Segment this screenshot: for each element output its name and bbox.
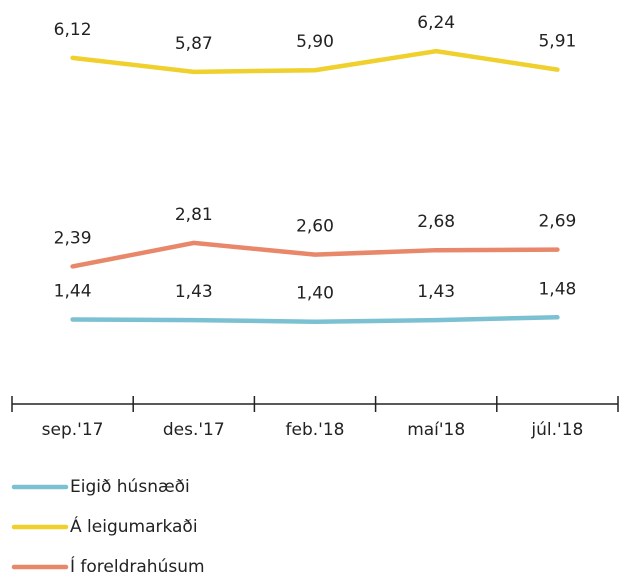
x-tick-label: sep.'17 <box>42 420 104 440</box>
data-label: 5,91 <box>538 32 576 52</box>
data-label: 2,39 <box>54 228 92 248</box>
data-label: 2,68 <box>417 212 455 232</box>
x-tick-label: des.'17 <box>163 420 225 440</box>
data-label: 2,60 <box>296 217 334 237</box>
line <box>70 48 560 75</box>
data-label: 2,81 <box>175 205 213 225</box>
x-tick-label: maí'18 <box>407 420 465 440</box>
legend-label: Eigið húsnæði <box>70 477 190 497</box>
x-tick-label: júl.'18 <box>530 420 583 440</box>
data-label: 1,48 <box>538 279 576 299</box>
data-label: 5,90 <box>296 32 334 52</box>
data-label: 2,69 <box>538 212 576 232</box>
legend-label: Í foreldrahúsum <box>70 555 205 577</box>
data-label: 1,43 <box>417 282 455 302</box>
line <box>70 315 560 324</box>
x-tick-label: feb.'18 <box>286 420 345 440</box>
data-label: 1,40 <box>296 284 334 304</box>
line <box>70 240 560 269</box>
data-label: 6,12 <box>54 20 92 40</box>
legend-label: Á leigumarkaði <box>70 515 198 537</box>
data-label: 6,24 <box>417 13 455 33</box>
data-label: 5,87 <box>175 34 213 54</box>
data-label: 1,44 <box>54 282 92 302</box>
data-label: 1,43 <box>175 282 213 302</box>
